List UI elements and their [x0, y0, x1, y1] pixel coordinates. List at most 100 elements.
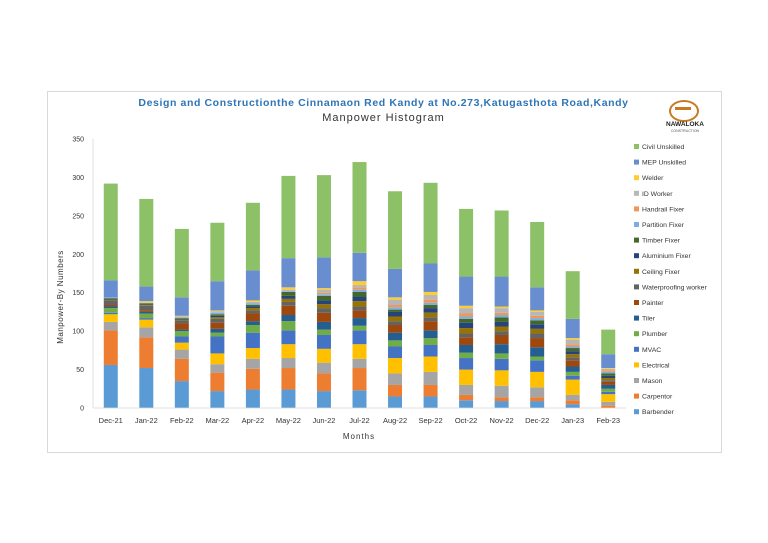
bar-segment-id-worker-oct-22 — [459, 308, 474, 314]
x-axis-label: Months — [343, 432, 375, 441]
legend-label-plumber: Plumber — [642, 331, 668, 338]
bar-segment-plumber-jun-22 — [316, 329, 331, 335]
bar-segment-plumber-dec-21 — [103, 308, 118, 313]
bar-segment-mason-dec-21 — [103, 321, 118, 331]
x-tick-label: Jan-22 — [135, 416, 158, 425]
bar-segment-waterproofing-worker-jan-22 — [139, 305, 154, 311]
bar-segment-painter-nov-22 — [494, 334, 509, 345]
bar-segment-mason-aug-22 — [388, 373, 403, 385]
legend-swatch-civil-unskilled — [634, 144, 639, 149]
bar-segment-waterproofing-worker-dec-22 — [530, 333, 545, 339]
bar-segment-mep-unskilled-sep-22 — [423, 263, 438, 292]
bar-segment-waterproofing-worker-apr-22 — [245, 310, 260, 314]
bar-segment-mason-jan-23 — [565, 394, 580, 401]
bar-segment-tiler-oct-22 — [459, 344, 474, 353]
bar-segment-mep-unskilled-may-22 — [281, 258, 296, 288]
bars — [103, 162, 616, 408]
bar-segment-mep-unskilled-feb-22 — [174, 297, 189, 316]
bar-segment-timber-fixer-oct-22 — [459, 318, 474, 323]
bar-segment-mason-jul-22 — [352, 358, 367, 369]
bar-segment-handrail-fixer-jun-22 — [316, 292, 331, 295]
bar-segment-carpentor-feb-22 — [174, 358, 189, 382]
bar-segment-id-worker-nov-22 — [494, 308, 509, 313]
bar-segment-barbender-oct-22 — [459, 400, 474, 408]
bar-segment-aluminium-fixer-feb-23 — [601, 375, 616, 379]
x-tick-label: Sep-22 — [418, 416, 442, 425]
bar-segment-welder-jul-22 — [352, 281, 367, 286]
bar-segment-welder-jan-23 — [565, 338, 580, 340]
bar-segment-tiler-mar-22 — [210, 328, 225, 333]
legend-label-civil-unskilled: Civil Unskilled — [642, 144, 685, 151]
bar-segment-waterproofing-worker-dec-21 — [103, 300, 118, 306]
bar-segment-electrical-jun-22 — [316, 348, 331, 363]
legend-swatch-waterproofing-worker — [634, 284, 639, 290]
bar-segment-tiler-jan-23 — [565, 366, 580, 372]
x-tick-label: Dec-22 — [525, 416, 549, 425]
bar-segment-welder-dec-22 — [530, 310, 545, 312]
bar-segment-barbender-nov-22 — [494, 401, 509, 408]
bar-segment-waterproofing-worker-sep-22 — [423, 317, 438, 322]
bar-segment-civil-unskilled-dec-22 — [530, 222, 545, 288]
legend-label-tiler: Tiler — [642, 316, 656, 323]
bar-segment-mvac-oct-22 — [459, 358, 474, 370]
bar-segment-mvac-jul-22 — [352, 330, 367, 345]
bar-segment-timber-fixer-dec-21 — [103, 298, 118, 299]
bar-segment-plumber-jan-23 — [565, 371, 580, 376]
bar-segment-carpentor-oct-22 — [459, 394, 474, 401]
bar-segment-barbender-sep-22 — [423, 396, 438, 408]
bar-segment-mason-sep-22 — [423, 371, 438, 385]
bar-segment-mep-unskilled-nov-22 — [494, 276, 509, 307]
bar-segment-painter-sep-22 — [423, 321, 438, 331]
bar-segment-aluminium-fixer-apr-22 — [245, 306, 260, 309]
bar-segment-mvac-jan-22 — [139, 318, 154, 320]
legend-label-mvac: MVAC — [642, 347, 661, 354]
bar-segment-waterproofing-worker-may-22 — [281, 301, 296, 306]
bar-segment-partition-fixer-dec-22 — [530, 318, 545, 321]
bar-segment-handrail-fixer-oct-22 — [459, 313, 474, 317]
legend-swatch-welder — [634, 175, 639, 181]
bar-segment-barbender-dec-21 — [103, 364, 118, 408]
bar-segment-electrical-jul-22 — [352, 344, 367, 359]
bar-segment-tiler-apr-22 — [245, 321, 260, 325]
legend-label-painter: Painter — [642, 300, 664, 307]
bar-segment-partition-fixer-feb-23 — [601, 371, 616, 374]
legend-label-waterproofing-worker: Waterproofing worker — [642, 284, 707, 291]
bar-segment-barbender-may-22 — [281, 389, 296, 408]
x-tick-label: Aug-22 — [383, 416, 407, 425]
chart-title: Design and Constructionthe Cinnamaon Red… — [138, 97, 629, 109]
bar-segment-mep-unskilled-mar-22 — [210, 281, 225, 311]
x-tick-label: Jul-22 — [349, 416, 369, 425]
bar-segment-handrail-fixer-jan-23 — [565, 344, 580, 347]
bar-segment-painter-jul-22 — [352, 310, 367, 319]
bar-segment-painter-dec-21 — [103, 305, 118, 307]
bar-segment-electrical-mar-22 — [210, 353, 225, 365]
bar-segment-aluminium-fixer-sep-22 — [423, 308, 438, 313]
bar-segment-timber-fixer-jun-22 — [316, 295, 331, 301]
bar-segment-carpentor-jan-23 — [565, 400, 580, 405]
bar-segment-mason-feb-22 — [174, 349, 189, 359]
bar-segment-electrical-feb-23 — [601, 394, 616, 402]
bar-segment-welder-may-22 — [281, 287, 296, 290]
bar-segment-id-worker-dec-22 — [530, 311, 545, 316]
bar-segment-aluminium-fixer-dec-21 — [103, 298, 118, 300]
legend-label-welder: Welder — [642, 175, 664, 182]
bar-segment-civil-unskilled-oct-22 — [459, 208, 474, 277]
bar-segment-painter-jan-22 — [139, 310, 154, 312]
bar-segment-welder-apr-22 — [245, 300, 260, 302]
bar-segment-mvac-dec-22 — [530, 360, 545, 372]
bar-segment-timber-fixer-feb-23 — [601, 373, 616, 376]
bar-segment-tiler-feb-22 — [174, 329, 189, 332]
bar-segment-partition-fixer-sep-22 — [423, 302, 438, 306]
bar-segment-waterproofing-worker-feb-22 — [174, 320, 189, 324]
bar-segment-waterproofing-worker-nov-22 — [494, 331, 509, 335]
bar-segment-mvac-jan-23 — [565, 375, 580, 380]
bar-segment-plumber-nov-22 — [494, 353, 509, 359]
logo-emblem-icon — [669, 100, 699, 122]
y-tick-label: 150 — [72, 290, 84, 297]
bar-segment-mep-unskilled-jul-22 — [352, 252, 367, 282]
bar-segment-aluminium-fixer-oct-22 — [459, 322, 474, 329]
bar-segment-barbender-apr-22 — [245, 389, 260, 408]
bar-segment-handrail-fixer-feb-23 — [601, 370, 616, 372]
bar-segment-partition-fixer-oct-22 — [459, 316, 474, 319]
bar-segment-mep-unskilled-jan-22 — [139, 286, 154, 302]
